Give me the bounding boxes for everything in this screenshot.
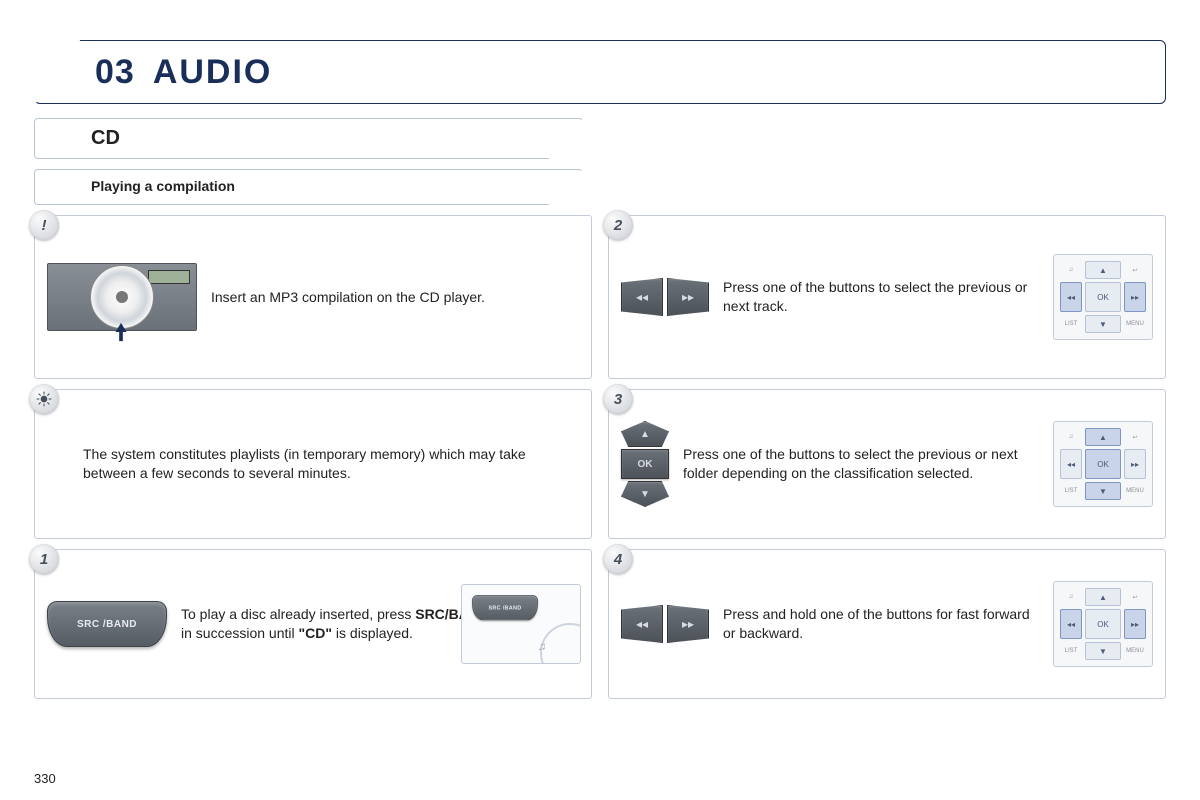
step-tip-text: The system constitutes playlists (in tem… [47, 445, 579, 483]
badge-4: 4 [603, 544, 633, 574]
nav-buttons-illustration: ▲ OK ▼ [621, 421, 669, 507]
ctx-rew-icon: ◂◂ [1060, 609, 1082, 639]
next-track-button: ▸▸ [667, 278, 709, 316]
badge-tip-icon [29, 384, 59, 414]
steps-grid: ! Insert an MP3 compilation on the CD pl… [34, 215, 1166, 699]
skip-buttons-illustration: ◂◂ ▸▸ [621, 278, 709, 316]
badge-3: 3 [603, 384, 633, 414]
cd-player-illustration [47, 263, 197, 331]
control-context-3: ♫ ▲ ↩ ◂◂ OK ▸▸ LIST ▼ MENU [1053, 421, 1153, 507]
step-1: 1 SRC /BAND To play a disc already inser… [34, 549, 592, 699]
section-title: AUDIO [153, 53, 273, 92]
subtitle-compilation: Playing a compilation [91, 178, 235, 194]
step-insert-cd: ! Insert an MP3 compilation on the CD pl… [34, 215, 592, 379]
folder-up-button: ▲ [621, 421, 669, 447]
folder-down-button: ▼ [621, 481, 669, 507]
fastforward-button: ▸▸ [667, 605, 709, 643]
ctx-down-icon: ▼ [1085, 482, 1121, 500]
srcband-illustration: SRC /BAND [47, 601, 167, 647]
step-2: 2 ◂◂ ▸▸ Press one of the buttons to sele… [608, 215, 1166, 379]
badge-1: 1 [29, 544, 59, 574]
step-insert-text: Insert an MP3 compilation on the CD play… [211, 288, 579, 307]
subtitle-bar-cd: CD [34, 118, 583, 159]
step-3-text: Press one of the buttons to select the p… [683, 445, 1039, 483]
subtitle-bar-compilation: Playing a compilation [34, 169, 583, 205]
badge-exclaim: ! [29, 210, 59, 240]
control-context-2: ♫ ▲ ↩ ◂◂ OK ▸▸ LIST ▼ MENU [1053, 254, 1153, 340]
step-2-text: Press one of the buttons to select the p… [723, 278, 1039, 316]
skip-hold-illustration: ◂◂ ▸▸ [621, 605, 709, 643]
section-number: 03 [95, 53, 135, 92]
prev-track-button: ◂◂ [621, 278, 663, 316]
manual-page: 03 AUDIO CD Playing a compilation ! Inse… [0, 0, 1200, 719]
step-3: 3 ▲ OK ▼ Press one of the buttons to sel… [608, 389, 1166, 539]
step-4-text: Press and hold one of the buttons for fa… [723, 605, 1039, 643]
badge-2: 2 [603, 210, 633, 240]
section-header: 03 AUDIO [34, 40, 1166, 104]
ctx-next-icon: ▸▸ [1124, 282, 1146, 312]
page-number: 330 [34, 771, 56, 786]
ctx-up-icon: ▲ [1085, 428, 1121, 446]
ctx-prev-icon: ◂◂ [1060, 282, 1082, 312]
ok-button: OK [621, 449, 669, 479]
step-tip: The system constitutes playlists (in tem… [34, 389, 592, 539]
control-context-4: ♫ ▲ ↩ ◂◂ OK ▸▸ LIST ▼ MENU [1053, 581, 1153, 667]
step-4: 4 ◂◂ ▸▸ Press and hold one of the button… [608, 549, 1166, 699]
ctx-ff-icon: ▸▸ [1124, 609, 1146, 639]
rewind-button: ◂◂ [621, 605, 663, 643]
radio-corner-illustration: SRC /BAND ♫ [461, 584, 581, 664]
srcband-button: SRC /BAND [47, 601, 167, 647]
subtitle-cd: CD [91, 127, 120, 149]
